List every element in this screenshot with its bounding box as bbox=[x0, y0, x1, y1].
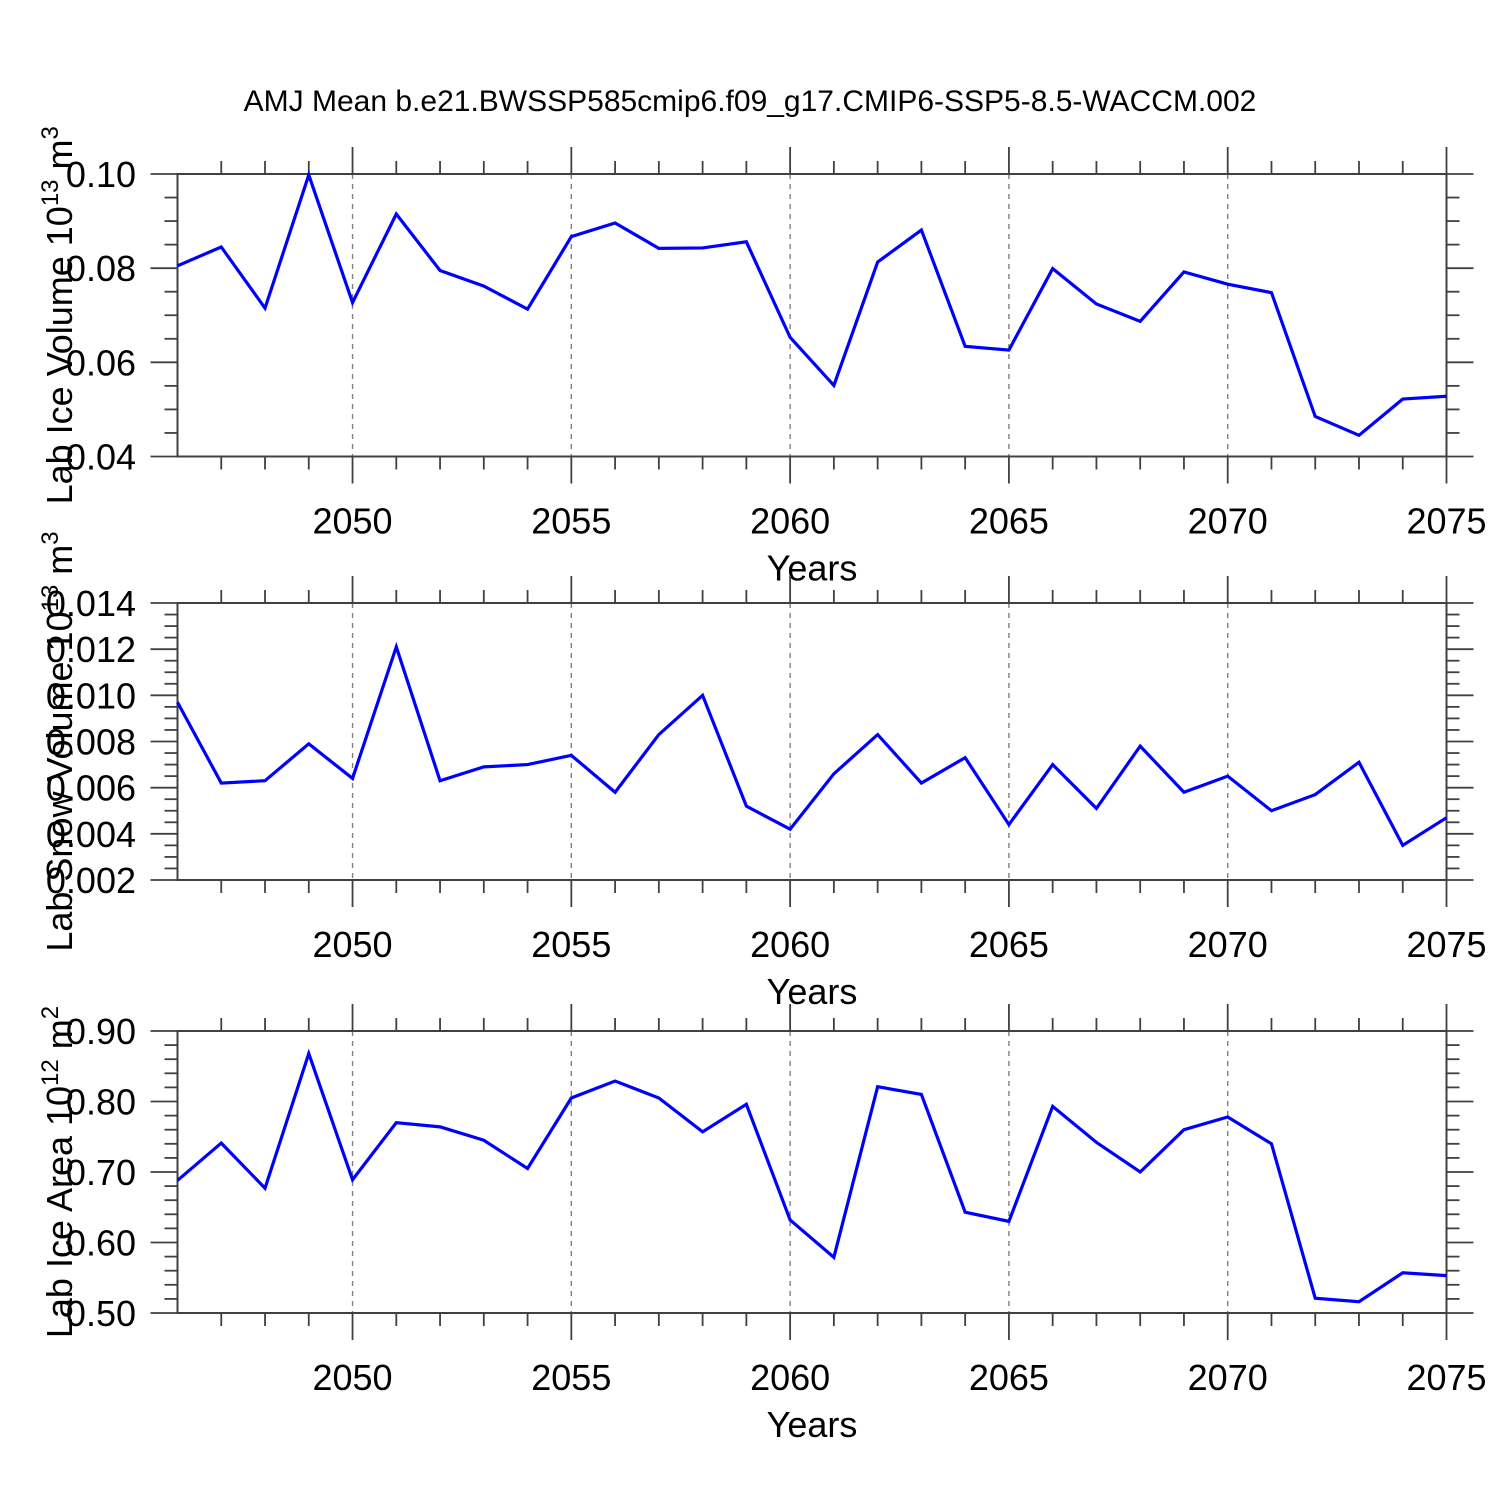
y-tick-label: 0.008 bbox=[46, 722, 136, 763]
x-tick-label: 2050 bbox=[312, 924, 392, 965]
x-tick-label: 2060 bbox=[750, 501, 830, 542]
y-tick-label: 0.006 bbox=[46, 768, 136, 809]
y-axis-title: Lab Ice Area 1012 m2 bbox=[37, 1006, 80, 1338]
y-tick-label: 0.70 bbox=[66, 1152, 136, 1193]
data-line bbox=[176, 641, 1448, 848]
panel-lab-snow-volume: 0.002 0.004 0.006 0.008 0.010 0.012 0.014 2050 2… bbox=[37, 531, 1487, 1012]
x-tick-label: 2060 bbox=[750, 1357, 830, 1398]
y-tick-label: 0.04 bbox=[66, 437, 136, 478]
x-tick-label: 2075 bbox=[1406, 924, 1486, 965]
y-tick-label: 0.012 bbox=[46, 629, 136, 670]
y-axis-title: Lab Ice Volume 1013 m3 bbox=[37, 126, 80, 504]
y-tick-label: 0.08 bbox=[66, 248, 136, 289]
x-tick-label: 2075 bbox=[1406, 1357, 1486, 1398]
data-line bbox=[176, 169, 1447, 438]
x-tick-label: 2050 bbox=[312, 501, 392, 542]
panel-lab-ice-area: 0.50 0.60 0.70 0.80 0.90 2050 2055 2060 2065 2070… bbox=[37, 1004, 1487, 1445]
x-tick-label: 2055 bbox=[531, 501, 611, 542]
y-tick-label: 0.06 bbox=[66, 342, 136, 383]
y-tick-label: 0.004 bbox=[46, 814, 136, 855]
x-tick-label: 2065 bbox=[969, 1357, 1049, 1398]
x-tick-label: 2070 bbox=[1188, 501, 1268, 542]
x-axis-title: Years bbox=[767, 1404, 858, 1445]
x-tick-label: 2065 bbox=[969, 924, 1049, 965]
x-axis-title: Years bbox=[767, 548, 858, 589]
x-axis-title: Years bbox=[767, 971, 858, 1012]
figure-title: AMJ Mean b.e21.BWSSP585cmip6.f09_g17.CMI… bbox=[244, 85, 1257, 118]
panels-group: 0.04 0.06 0.08 0.10 2050 2055 2060 2065 2070 2075… bbox=[37, 126, 1487, 1445]
y-tick-label: 0.50 bbox=[66, 1293, 136, 1334]
x-tick-label: 2075 bbox=[1406, 501, 1486, 542]
panel-frame bbox=[176, 1030, 1448, 1314]
x-tick-label: 2070 bbox=[1188, 924, 1268, 965]
data-line bbox=[176, 1048, 1447, 1304]
panel-frame bbox=[176, 173, 1448, 458]
panel-lab-ice-volume: 0.04 0.06 0.08 0.10 2050 2055 2060 2065 2070 2075… bbox=[37, 126, 1487, 588]
x-tick-label: 2050 bbox=[312, 1357, 392, 1398]
y-tick-label: 0.010 bbox=[46, 675, 136, 716]
x-tick-label: 2060 bbox=[750, 924, 830, 965]
x-tick-label: 2055 bbox=[531, 924, 611, 965]
x-tick-label: 2055 bbox=[531, 1357, 611, 1398]
y-tick-label: 0.90 bbox=[66, 1011, 136, 1052]
y-tick-label: 0.002 bbox=[46, 860, 136, 901]
y-tick-label: 0.60 bbox=[66, 1223, 136, 1264]
y-tick-label: 0.80 bbox=[66, 1082, 136, 1123]
panel-frame bbox=[176, 602, 1448, 881]
x-tick-label: 2070 bbox=[1188, 1357, 1268, 1398]
y-tick-label: 0.014 bbox=[46, 583, 136, 624]
y-axis-title: Lab Snow Volume 1013 m3 bbox=[37, 531, 80, 951]
y-tick-label: 0.10 bbox=[66, 154, 136, 195]
x-tick-label: 2065 bbox=[969, 501, 1049, 542]
